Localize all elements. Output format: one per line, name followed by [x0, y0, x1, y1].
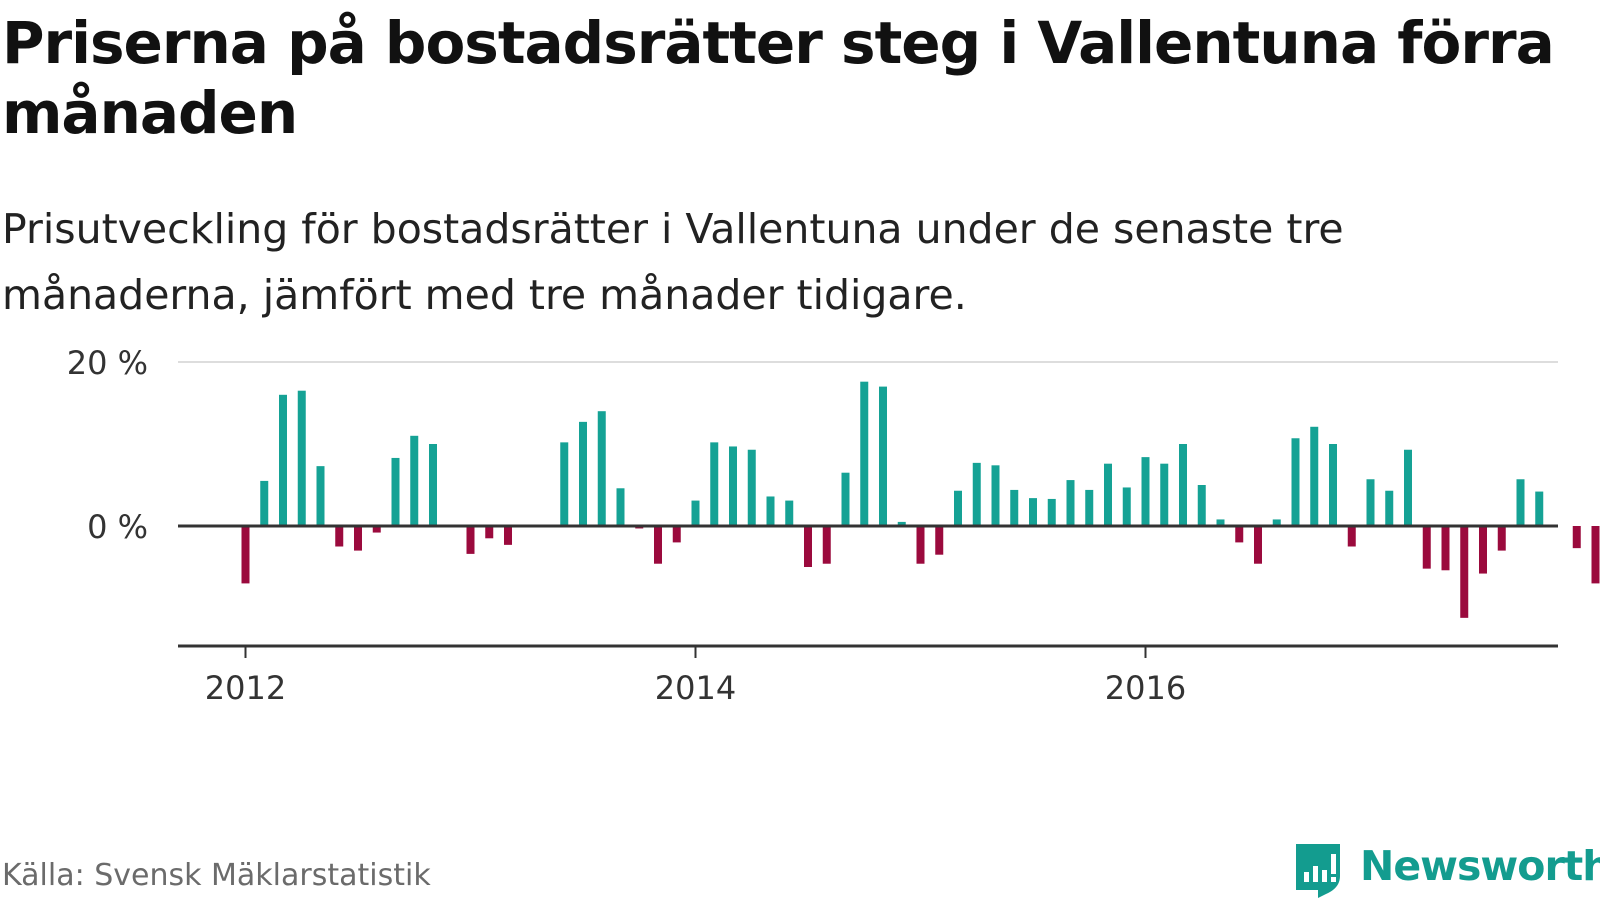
bar [1067, 480, 1075, 526]
y-tick-label: 0 % [87, 508, 148, 546]
bar [1292, 438, 1300, 526]
bar [298, 391, 306, 526]
bar [1385, 491, 1393, 526]
bar [392, 458, 400, 526]
x-tick-label: 2016 [1105, 669, 1186, 707]
bar [654, 526, 662, 564]
bar [279, 395, 287, 526]
chart-title: Priserna på bostadsrätter steg i Vallent… [2, 8, 1592, 148]
bar [1592, 526, 1600, 583]
bar [748, 450, 756, 526]
bar [1329, 444, 1337, 526]
x-tick-label: 2012 [205, 669, 286, 707]
bar [504, 526, 512, 545]
bar [335, 526, 343, 547]
bar [710, 442, 718, 526]
bar [1029, 498, 1037, 526]
bar [410, 436, 418, 526]
bar [260, 481, 268, 526]
bar [917, 526, 925, 564]
bar [598, 411, 606, 526]
bar [429, 444, 437, 526]
bar [1254, 526, 1262, 564]
bar [973, 463, 981, 526]
bar [1404, 450, 1412, 526]
bar [804, 526, 812, 567]
y-tick-label: 20 % [67, 344, 148, 382]
bar [1460, 526, 1468, 618]
bar [1010, 490, 1018, 526]
bar [242, 526, 250, 583]
bar [1367, 479, 1375, 526]
bar [1104, 464, 1112, 526]
chart-subtitle: Prisutveckling för bostadsrätter i Valle… [2, 196, 1562, 328]
bar [1235, 526, 1243, 542]
bar [1179, 444, 1187, 526]
bar [673, 526, 681, 542]
bar [860, 382, 868, 526]
bar [1198, 485, 1206, 526]
bar [617, 488, 625, 526]
bar [579, 422, 587, 526]
bar [767, 496, 775, 526]
newsworthy-brand[interactable]: Newsworthy [1292, 842, 1348, 898]
bar [842, 473, 850, 526]
bar [1085, 490, 1093, 526]
bar [1142, 457, 1150, 526]
bar [729, 446, 737, 526]
x-tick-label: 2014 [655, 669, 736, 707]
bar [1498, 526, 1506, 551]
bar [992, 465, 1000, 526]
bar [692, 501, 700, 526]
bar [1123, 487, 1131, 526]
bar [354, 526, 362, 551]
newsworthy-logo-icon [1292, 842, 1348, 900]
bar [954, 491, 962, 526]
bar [1048, 499, 1056, 526]
bar [317, 466, 325, 526]
bar [879, 387, 887, 526]
bar [1479, 526, 1487, 574]
brand-name: Newsworthy [1360, 842, 1600, 890]
bar [467, 526, 475, 554]
bars [242, 382, 1600, 627]
bar [560, 442, 568, 526]
bar [1442, 526, 1450, 570]
bar [1535, 492, 1543, 526]
bar [1160, 464, 1168, 526]
bar-chart: 0 %20 %201220142016201920212023 15 % [0, 330, 1600, 730]
bar [485, 526, 493, 538]
axes [178, 526, 1600, 658]
bar [785, 501, 793, 526]
bar [1348, 526, 1356, 547]
bar [1517, 479, 1525, 526]
bar [1423, 526, 1431, 569]
bar [1310, 427, 1318, 526]
bar [823, 526, 831, 564]
bar [935, 526, 943, 555]
bar [1573, 526, 1581, 548]
source-note: Källa: Svensk Mäklarstatistik [2, 858, 431, 893]
